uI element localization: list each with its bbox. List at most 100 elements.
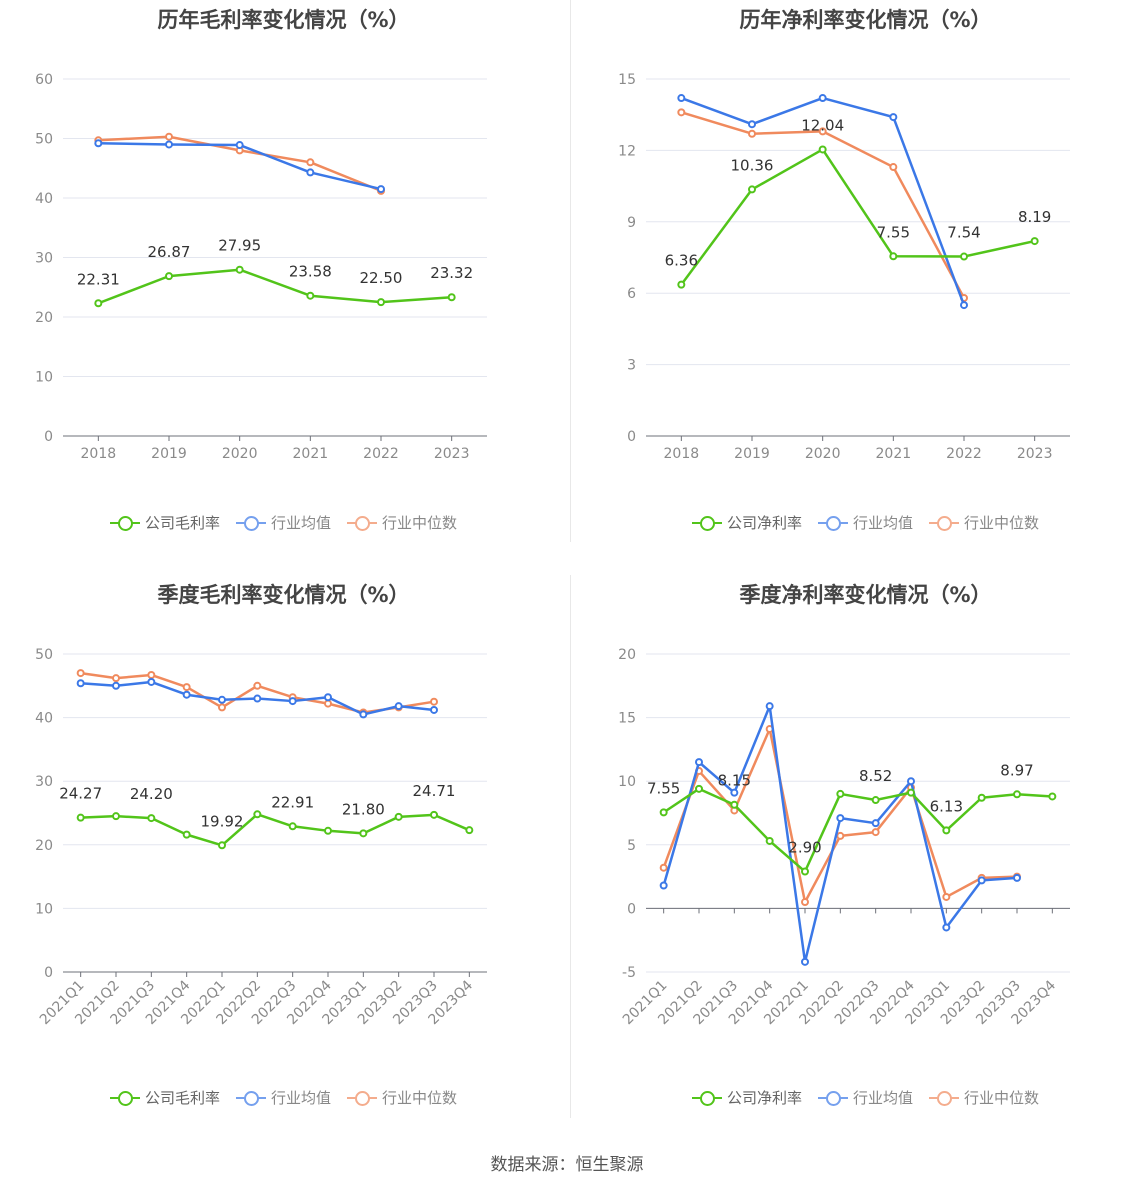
- legend-item-avg[interactable]: 行业均值: [817, 1087, 913, 1108]
- data-point-avg: [1013, 873, 1021, 882]
- y-tick-label: 10: [35, 901, 53, 917]
- data-label: 7.55: [877, 223, 910, 241]
- legend-item-median[interactable]: 行业中位数: [347, 1087, 457, 1108]
- y-tick-label: 0: [627, 429, 636, 445]
- legend-item-company[interactable]: 公司净利率: [691, 512, 802, 533]
- y-tick-label: -5: [622, 965, 636, 981]
- legend-marker-icon: [691, 515, 722, 531]
- legend-marker-icon: [929, 1090, 959, 1106]
- data-label: 24.27: [59, 785, 102, 803]
- data-point-median: [147, 670, 156, 679]
- data-point-company: [112, 812, 120, 821]
- data-point-company: [94, 299, 103, 308]
- data-point-avg: [677, 94, 686, 103]
- data-point-avg: [659, 881, 668, 890]
- legend-item-median[interactable]: 行业中位数: [929, 1087, 1039, 1108]
- data-point-company: [76, 813, 85, 822]
- legend-marker-icon: [817, 1090, 848, 1106]
- line-chart: 010203040502021Q12021Q22021Q32021Q42022Q…: [35, 647, 487, 1028]
- data-label: 8.52: [859, 767, 892, 785]
- data-point-avg: [359, 710, 368, 719]
- y-tick-label: 0: [44, 965, 53, 981]
- y-tick-label: 10: [35, 370, 53, 386]
- data-point-median: [182, 683, 191, 692]
- chart-title: 历年毛利率变化情况（%）: [157, 8, 410, 32]
- data-point-company: [359, 829, 368, 838]
- data-point-avg: [818, 94, 827, 103]
- y-tick-label: 40: [35, 191, 53, 207]
- data-source-note: 数据来源：恒生聚源: [490, 1155, 644, 1175]
- y-tick-label: 30: [35, 774, 53, 790]
- legend-item-avg[interactable]: 行业均值: [817, 512, 913, 533]
- x-tick-label: 2023: [1017, 446, 1053, 462]
- chart-panel-quarterly-net-margin: 季度净利率变化情况（%） -5 0 5 10 15 20 2021Q1 2021Q2 2021Q…: [582, 575, 1134, 1135]
- legend-marker-icon: [109, 515, 140, 531]
- data-point-avg: [730, 788, 739, 797]
- legend-item-company[interactable]: 公司毛利率: [109, 512, 220, 533]
- legend-item-avg[interactable]: 行业均值: [235, 1087, 331, 1108]
- data-point-avg: [235, 141, 244, 150]
- y-tick-label: 6: [627, 286, 636, 302]
- data-point-median: [306, 158, 315, 167]
- series-line-company: [662, 787, 1053, 873]
- data-point-company: [1013, 790, 1021, 799]
- legend-item-median[interactable]: 行业中位数: [347, 512, 457, 533]
- data-point-avg: [977, 876, 986, 885]
- legend-label: 公司毛利率: [144, 514, 220, 532]
- legend-item-company[interactable]: 公司净利率: [691, 1087, 802, 1108]
- data-point-median: [818, 127, 827, 136]
- data-point-company: [182, 830, 191, 839]
- data-point-company: [288, 822, 297, 831]
- data-point-company: [960, 252, 968, 261]
- y-tick-label: 20: [618, 647, 636, 663]
- data-point-avg: [76, 679, 85, 688]
- legend-label: 行业均值: [270, 1089, 331, 1107]
- y-tick-label: 15: [618, 72, 636, 88]
- legend-label: 行业中位数: [964, 514, 1040, 532]
- line-chart: -5051015202021Q12021Q22021Q32021Q42022Q1…: [618, 647, 1070, 1028]
- data-point-avg: [377, 185, 385, 194]
- legend-item-company[interactable]: 公司毛利率: [109, 1087, 220, 1108]
- data-point-company: [818, 145, 827, 154]
- legend-item-median[interactable]: 行业中位数: [929, 512, 1039, 533]
- data-point-company: [871, 796, 880, 805]
- legend-marker-icon: [347, 515, 377, 531]
- x-tick-label: 2020: [805, 446, 841, 462]
- data-point-company: [748, 185, 756, 194]
- data-point-median: [836, 831, 845, 840]
- y-tick-label: 10: [618, 774, 636, 790]
- data-label: 22.31: [77, 270, 120, 288]
- y-tick-label: 60: [35, 72, 53, 88]
- chart-title: 季度净利率变化情况（%）: [739, 583, 992, 607]
- data-point-company: [942, 826, 951, 835]
- y-tick-label: 15: [618, 711, 636, 727]
- data-point-company: [695, 784, 703, 793]
- data-point-avg: [871, 819, 880, 828]
- data-point-median: [942, 892, 951, 901]
- series-line-company: [97, 268, 452, 305]
- data-point-avg: [695, 758, 703, 767]
- data-point-avg: [889, 113, 898, 122]
- legend-marker-icon: [817, 515, 848, 531]
- line-chart: 0 10 20 30 40 50 60 2018 2019 2020 2021 2022 2023 22.…: [35, 72, 487, 462]
- data-label: 22.50: [360, 269, 403, 287]
- data-point-median: [218, 703, 226, 712]
- x-tick-label: 2020: [222, 446, 258, 462]
- data-point-avg: [394, 702, 403, 711]
- data-point-avg: [748, 120, 756, 129]
- data-label: 6.36: [665, 252, 698, 270]
- data-point-avg: [165, 140, 173, 149]
- data-label: 19.92: [201, 812, 244, 830]
- data-label: 23.32: [430, 264, 473, 282]
- data-point-company: [147, 814, 156, 823]
- y-tick-label: 20: [35, 310, 53, 326]
- series-line-median: [680, 111, 966, 299]
- data-label: 7.54: [947, 224, 980, 242]
- data-point-avg: [430, 705, 438, 714]
- data-label: 24.20: [130, 785, 173, 803]
- data-point-company: [889, 252, 898, 261]
- y-tick-label: 12: [618, 143, 636, 159]
- legend-item-avg[interactable]: 行业均值: [235, 512, 331, 533]
- data-point-company: [377, 298, 385, 307]
- data-label: 6.13: [930, 797, 963, 815]
